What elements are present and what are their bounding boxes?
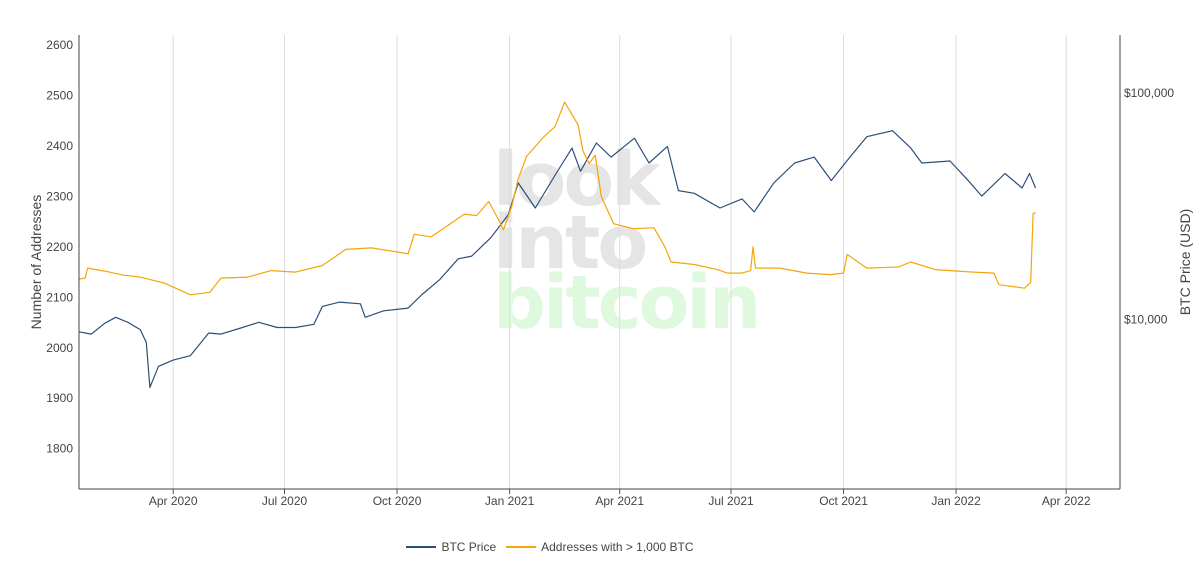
x-tick-label: Apr 2020 xyxy=(149,494,198,508)
x-tick-label: Jan 2022 xyxy=(931,494,981,508)
series-lines xyxy=(78,101,1037,388)
lookintobitcoin-watermark: look into bitcoin xyxy=(493,137,761,346)
x-tick-label: Oct 2020 xyxy=(373,494,422,508)
legend-item-addresses[interactable]: Addresses with > 1,000 BTC xyxy=(506,540,694,554)
legend-swatch-addresses xyxy=(506,546,537,548)
series-line-addresses xyxy=(78,101,1036,296)
watermark-bitcoin: bitcoin xyxy=(493,260,758,346)
left-tick-label: 2300 xyxy=(46,189,73,203)
left-tick-label: 1800 xyxy=(46,442,73,456)
x-tick-label: Jul 2021 xyxy=(708,494,754,508)
left-tick-label: 2100 xyxy=(46,290,73,304)
left-tick-label: 2400 xyxy=(46,139,73,153)
watermark-look: look xyxy=(493,137,662,223)
x-tick-label: Jul 2020 xyxy=(262,494,308,508)
x-tick-label: Jan 2021 xyxy=(485,494,535,508)
vertical-gridlines xyxy=(172,35,1067,489)
left-tick-label: 2500 xyxy=(46,89,73,103)
legend-item-btc-price[interactable]: BTC Price xyxy=(406,540,496,554)
watermark-into: into xyxy=(493,200,645,286)
right-tick-label: $10,000 xyxy=(1124,312,1168,326)
axis-lines xyxy=(78,35,1121,490)
left-axis-title: Number of Addresses xyxy=(28,195,44,330)
chart-legend: BTC Price Addresses with > 1,000 BTC xyxy=(0,540,1100,554)
left-tick-label: 2000 xyxy=(46,341,73,355)
left-tick-label: 2200 xyxy=(46,240,73,254)
right-axis-ticks: $10,000 $100,000 xyxy=(1124,86,1174,326)
x-tick-label: Oct 2021 xyxy=(819,494,868,508)
left-tick-label: 1900 xyxy=(46,391,73,405)
legend-label-addresses: Addresses with > 1,000 BTC xyxy=(541,540,694,554)
x-tick-label: Apr 2022 xyxy=(1042,494,1091,508)
right-tick-label: $100,000 xyxy=(1124,86,1174,100)
legend-label-btc-price: BTC Price xyxy=(441,540,497,554)
x-tick-label: Apr 2021 xyxy=(595,494,644,508)
right-axis-title: BTC Price (USD) xyxy=(1177,209,1193,316)
series-line-btc-price xyxy=(78,130,1037,388)
left-tick-label: 2600 xyxy=(46,38,73,52)
left-axis-ticks: 1800 1900 2000 2100 2200 2300 2400 2500 2600 xyxy=(46,38,73,456)
x-axis-ticks: Apr 2020 Jul 2020 Oct 2020 Jan 2021 Apr 2021… xyxy=(149,489,1091,508)
legend-swatch-btc-price xyxy=(406,546,437,548)
